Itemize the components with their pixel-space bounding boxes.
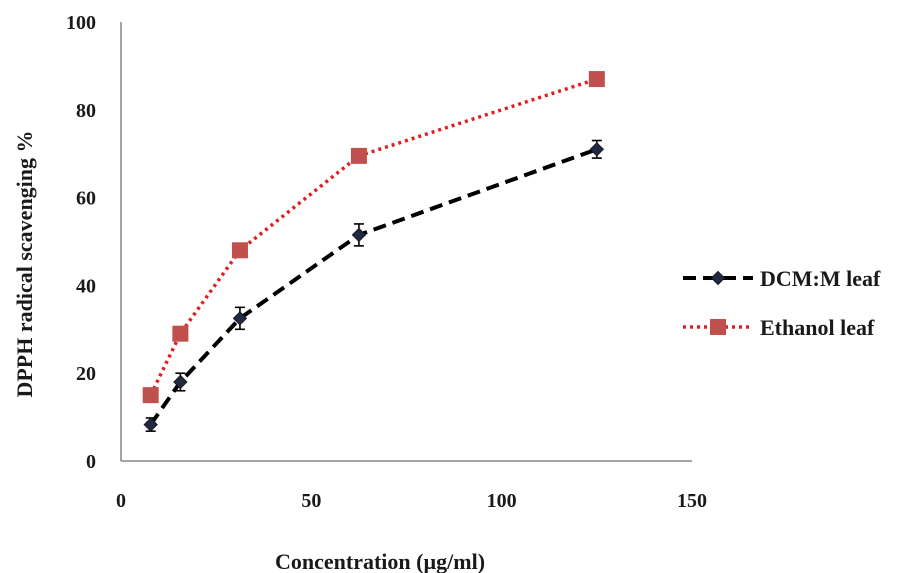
- legend-label: Ethanol leaf: [760, 315, 875, 340]
- legend-marker: [710, 270, 726, 286]
- series-line: [149, 147, 598, 426]
- data-point: [589, 142, 605, 157]
- legend-item: Ethanol leaf: [683, 315, 875, 340]
- data-point: [142, 387, 159, 404]
- x-tick-label: 100: [487, 490, 517, 512]
- series-line: [149, 77, 598, 396]
- data-point: [172, 325, 189, 342]
- legend-item: DCM:M leaf: [683, 266, 881, 291]
- x-tick-label: 150: [677, 490, 707, 512]
- x-axis-title: Concentration (µg/ml): [275, 549, 485, 573]
- y-tick-labels: 0 20 40 60 80 100: [66, 12, 96, 473]
- data-point: [588, 71, 605, 88]
- y-tick-label: 20: [76, 363, 96, 385]
- y-tick-label: 40: [76, 275, 96, 297]
- data-point: [350, 147, 367, 164]
- y-tick-label: 0: [86, 451, 96, 473]
- data-point: [231, 242, 248, 259]
- x-tick-label: 50: [301, 490, 321, 512]
- legend-marker: [710, 319, 726, 335]
- data-point: [173, 374, 188, 390]
- data-point: [143, 417, 158, 432]
- series-ethanol-leaf: [142, 71, 605, 404]
- y-axis-title: DPPH radical scavenging %: [12, 130, 37, 397]
- data-point: [232, 311, 248, 326]
- axes: [120, 22, 692, 462]
- x-tick-labels: 0 50 100 150: [116, 490, 707, 512]
- y-tick-label: 80: [76, 100, 96, 122]
- x-tick-label: 0: [116, 490, 126, 512]
- data-point: [351, 227, 367, 243]
- legend: DCM:M leaf Ethanol leaf: [683, 266, 881, 340]
- plot-area: [142, 71, 605, 432]
- series-dcm-m-leaf: [143, 139, 605, 432]
- y-tick-label: 60: [76, 188, 96, 210]
- legend-label: DCM:M leaf: [760, 266, 881, 291]
- y-tick-label: 100: [66, 12, 96, 34]
